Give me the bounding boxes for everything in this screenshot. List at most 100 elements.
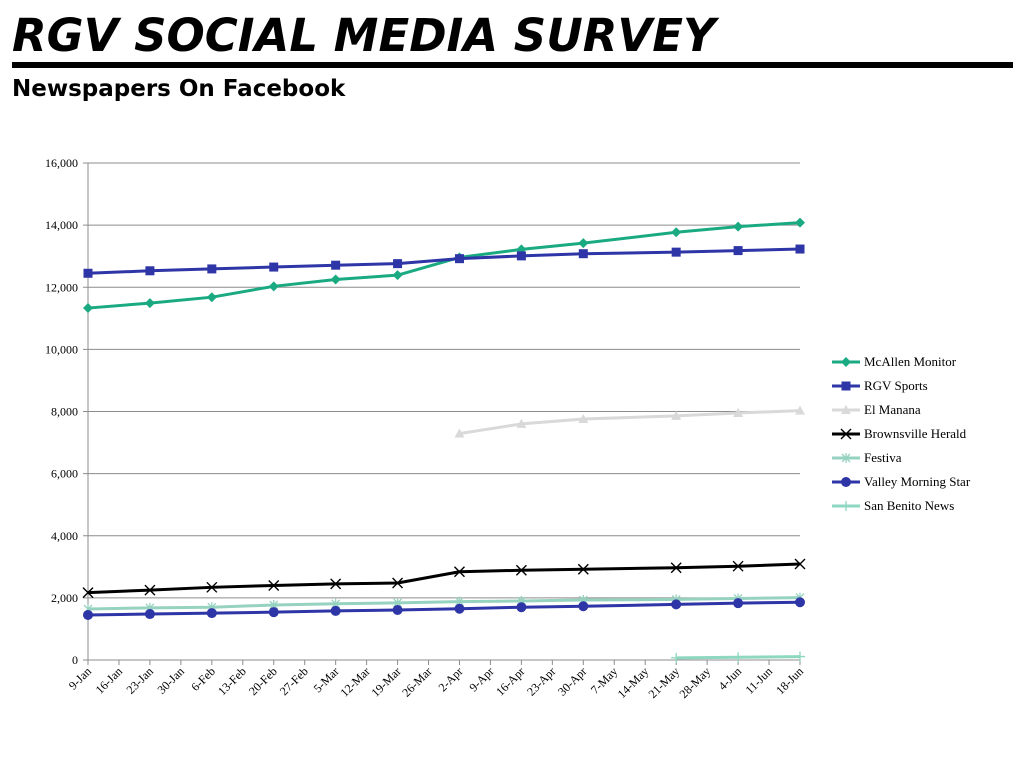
data-point-el-manana	[578, 413, 589, 423]
x-tick-label: 21-May	[646, 664, 683, 701]
series-line-rgv-sports	[87, 247, 801, 275]
series-mcallen-monitor	[83, 217, 805, 314]
x-tick-label: 14-May	[615, 664, 652, 701]
x-tick-label: 26-Mar	[399, 664, 434, 699]
data-point-brownsville-herald	[268, 579, 280, 591]
data-point-valley-morning-star	[392, 604, 403, 615]
legend-marker-rgv-sports	[841, 381, 851, 391]
data-point-brownsville-herald	[206, 581, 218, 593]
x-tick-label: 23-Jan	[124, 664, 157, 697]
data-point-rgv-sports	[83, 268, 93, 278]
data-point-rgv-sports	[145, 266, 155, 276]
x-tick-label: 30-Jan	[154, 664, 187, 697]
series-san-benito-news	[671, 651, 805, 663]
data-point-valley-morning-star	[144, 609, 155, 620]
data-point-brownsville-herald	[670, 562, 682, 574]
legend-item-san-benito-news: San Benito News	[832, 498, 954, 513]
legend-item-mcallen-monitor: McAllen Monitor	[832, 354, 957, 369]
data-point-brownsville-herald	[453, 566, 465, 578]
x-tick-label: 18-Jun	[773, 664, 806, 697]
series-line-mcallen-monitor	[87, 221, 801, 310]
data-point-el-manana	[795, 405, 805, 415]
x-tick-label: 2-Apr	[435, 664, 465, 694]
y-tick-label: 6,000	[51, 467, 78, 481]
data-point-mcallen-monitor	[83, 303, 93, 314]
data-point-brownsville-herald	[794, 558, 806, 570]
data-point-rgv-sports	[578, 249, 588, 259]
y-tick-label: 14,000	[45, 218, 78, 232]
y-tick-label: 10,000	[45, 342, 78, 356]
title-underline	[12, 62, 1013, 68]
x-tick-label: 9-Jan	[66, 664, 94, 692]
y-tick-label: 12,000	[45, 280, 78, 294]
legend-item-valley-morning-star: Valley Morning Star	[832, 474, 971, 489]
series-line-brownsville-herald	[87, 562, 801, 595]
x-tick-label: 16-Jan	[93, 664, 126, 697]
data-point-brownsville-herald	[732, 560, 744, 572]
series-line-festiva	[87, 596, 801, 611]
data-point-rgv-sports	[269, 262, 279, 272]
x-tick-label: 19-Mar	[368, 664, 403, 699]
y-tick-label: 4,000	[51, 529, 78, 543]
legend-marker-el-manana	[841, 405, 851, 414]
data-point-rgv-sports	[331, 260, 341, 270]
x-tick-label: 20-Feb	[246, 664, 280, 698]
x-tick-label: 13-Feb	[215, 664, 249, 698]
series-line-valley-morning-star	[87, 600, 801, 617]
x-tick-label: 9-Apr	[466, 664, 496, 694]
y-tick-label: 8,000	[51, 405, 78, 419]
data-point-brownsville-herald	[330, 578, 342, 590]
data-point-el-manana	[671, 410, 682, 420]
x-tick-label: 27-Feb	[277, 664, 311, 698]
legend-marker-brownsville-herald	[840, 428, 852, 440]
data-point-rgv-sports	[733, 246, 743, 256]
chart-axes: 0 2,000 4,000 6,000 8,000 10,000 12,000 14,000 1…	[45, 156, 806, 701]
data-point-brownsville-herald	[82, 587, 94, 599]
y-tick-label: 16,000	[45, 156, 78, 170]
legend-item-el-manana: El Manana	[832, 402, 921, 417]
series-el-manana	[454, 405, 805, 438]
legend-label-san-benito-news: San Benito News	[864, 498, 954, 513]
x-tick-label: 16-Apr	[493, 664, 527, 698]
x-tick-label: 4-Jun	[715, 664, 744, 693]
data-point-el-manana	[516, 418, 527, 428]
data-point-el-manana	[454, 428, 465, 438]
data-point-valley-morning-star	[83, 609, 93, 620]
data-point-valley-morning-star	[268, 607, 279, 618]
data-point-el-manana	[733, 408, 744, 418]
data-point-mcallen-monitor	[392, 270, 403, 281]
legend-label-festiva: Festiva	[864, 450, 902, 465]
series-brownsville-herald	[82, 558, 806, 599]
data-point-mcallen-monitor	[671, 227, 682, 238]
data-point-san-benito-news	[671, 652, 682, 663]
x-tick-label: 30-Apr	[555, 664, 589, 698]
data-point-valley-morning-star	[733, 598, 744, 609]
legend-label-valley-morning-star: Valley Morning Star	[864, 474, 971, 489]
chart-legend: McAllen Monitor RGV Sports El Manana Browns…	[832, 354, 971, 513]
legend-label-mcallen-monitor: McAllen Monitor	[864, 354, 957, 369]
legend-label-brownsville-herald: Brownsville Herald	[864, 426, 967, 441]
data-point-mcallen-monitor	[795, 217, 805, 228]
data-point-san-benito-news	[795, 651, 805, 662]
data-point-valley-morning-star	[578, 601, 589, 612]
legend-marker-valley-morning-star	[841, 477, 851, 487]
data-point-rgv-sports	[795, 244, 805, 254]
data-point-brownsville-herald	[144, 584, 156, 596]
data-point-valley-morning-star	[454, 603, 465, 614]
data-point-rgv-sports	[207, 264, 217, 274]
chart-gridlines	[88, 162, 800, 599]
x-tick-label: 12-Mar	[337, 664, 372, 699]
page-subtitle: Newspapers On Facebook	[12, 76, 346, 102]
data-point-san-benito-news	[733, 652, 744, 663]
data-point-mcallen-monitor	[330, 274, 341, 285]
legend-marker-san-benito-news	[841, 501, 851, 511]
legend-marker-mcallen-monitor	[841, 357, 851, 367]
series-valley-morning-star	[83, 597, 805, 620]
data-point-valley-morning-star	[516, 602, 527, 613]
legend-label-rgv-sports: RGV Sports	[864, 378, 928, 393]
data-point-mcallen-monitor	[268, 281, 279, 292]
legend-item-festiva: Festiva	[832, 450, 902, 465]
data-point-rgv-sports	[516, 251, 526, 261]
data-point-rgv-sports	[671, 247, 681, 257]
